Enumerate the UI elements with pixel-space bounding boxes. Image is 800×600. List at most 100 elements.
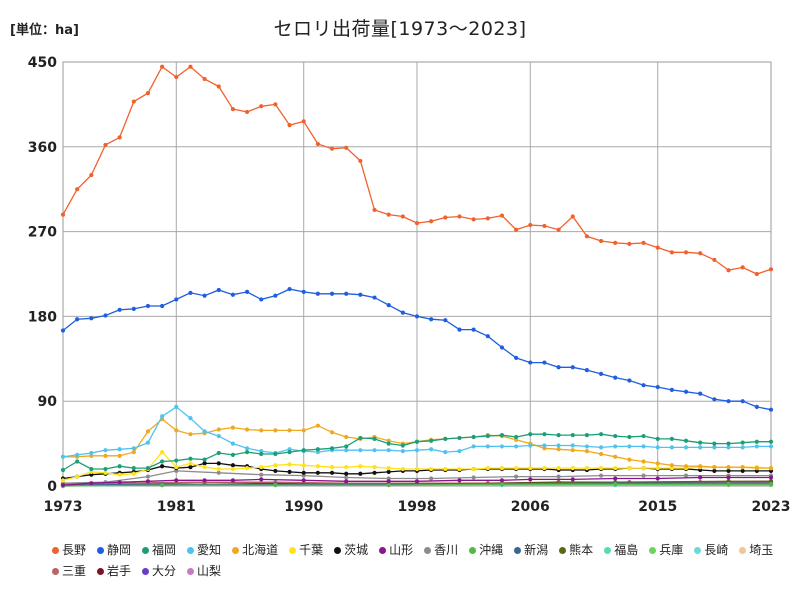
x-tick-label: 1990 xyxy=(284,499,323,515)
data-point xyxy=(259,428,264,433)
legend-label: 三重 xyxy=(62,564,87,578)
data-point xyxy=(726,468,731,474)
data-point xyxy=(641,459,646,464)
data-point xyxy=(259,477,264,482)
data-point xyxy=(598,238,604,244)
data-point xyxy=(174,458,179,463)
data-point xyxy=(230,466,236,472)
data-point xyxy=(244,427,250,432)
data-point xyxy=(400,310,405,315)
data-point xyxy=(542,432,547,437)
data-point xyxy=(542,223,547,229)
data-point xyxy=(344,475,349,480)
data-point xyxy=(598,451,604,457)
x-tick-label: 2006 xyxy=(511,499,550,515)
data-point xyxy=(584,449,590,454)
data-point xyxy=(273,102,278,107)
data-point xyxy=(443,466,448,472)
data-point xyxy=(740,440,745,445)
data-point xyxy=(499,465,505,471)
data-point xyxy=(556,443,561,448)
data-point xyxy=(726,465,731,470)
data-point xyxy=(584,368,590,373)
data-point xyxy=(259,451,264,457)
data-point xyxy=(471,217,476,222)
data-point xyxy=(683,445,689,450)
legend-label: 愛知 xyxy=(197,543,222,557)
y-tick-label: 180 xyxy=(28,309,57,325)
data-point xyxy=(301,478,306,483)
data-point xyxy=(598,473,604,478)
data-point xyxy=(358,471,363,476)
data-point xyxy=(216,433,221,439)
legend-label: 福島 xyxy=(614,543,639,557)
legend-item: 大分 xyxy=(142,561,176,582)
legend-item: 新潟 xyxy=(514,540,548,561)
data-point xyxy=(485,433,490,439)
data-point xyxy=(655,461,660,466)
data-point xyxy=(188,432,193,437)
data-point xyxy=(273,293,278,298)
series-北海道 xyxy=(60,417,774,471)
data-point xyxy=(698,391,703,396)
data-point xyxy=(89,172,94,178)
data-point xyxy=(273,463,278,468)
legend-item: 北海道 xyxy=(232,540,278,561)
chart-title: セロリ出荷量[1973～2023] xyxy=(273,18,527,40)
legend-marker xyxy=(232,547,240,554)
data-point xyxy=(160,482,165,488)
data-point xyxy=(131,471,136,476)
data-point xyxy=(75,452,80,458)
data-point xyxy=(570,465,575,471)
data-point xyxy=(613,465,618,471)
data-point xyxy=(712,468,717,474)
data-point xyxy=(244,446,250,451)
data-point xyxy=(556,447,561,452)
data-point xyxy=(117,307,122,312)
data-point xyxy=(627,434,632,440)
data-point xyxy=(301,470,306,475)
data-point xyxy=(60,478,66,483)
data-point xyxy=(117,135,122,140)
data-point xyxy=(287,469,292,474)
data-point xyxy=(499,444,505,449)
data-point xyxy=(627,465,632,471)
data-point xyxy=(344,465,349,470)
legend-marker xyxy=(187,568,195,575)
data-point xyxy=(485,334,490,339)
data-point xyxy=(315,141,320,147)
legend-label: 大分 xyxy=(152,564,177,578)
legend-item: 福島 xyxy=(604,540,638,561)
data-point xyxy=(443,318,448,323)
series-沖縄 xyxy=(60,482,774,489)
legend-item: 千葉 xyxy=(289,540,323,561)
data-point xyxy=(655,245,660,250)
data-point xyxy=(160,464,165,469)
legend-item: 山梨 xyxy=(187,561,221,582)
data-point xyxy=(627,241,632,246)
data-point xyxy=(75,474,80,479)
data-point xyxy=(754,465,759,471)
data-point xyxy=(429,438,434,443)
data-point xyxy=(131,465,136,471)
data-point xyxy=(174,465,179,470)
data-point xyxy=(443,215,448,220)
data-point xyxy=(584,234,590,239)
data-point xyxy=(740,468,745,474)
data-point xyxy=(174,404,179,409)
data-point xyxy=(414,439,420,444)
data-point xyxy=(202,465,207,470)
data-point xyxy=(499,482,505,487)
legend-marker xyxy=(142,547,150,554)
data-point xyxy=(655,436,660,441)
data-point xyxy=(117,472,122,477)
line-chart: 0 90 180 270 360 450 1973 1981 1990 1998 2006 2015 2… xyxy=(28,55,791,515)
data-point xyxy=(457,327,462,332)
data-point xyxy=(514,355,519,360)
data-point xyxy=(60,482,66,488)
legend-marker xyxy=(289,547,297,554)
data-point xyxy=(386,448,391,453)
data-point xyxy=(117,464,122,469)
data-point xyxy=(315,291,320,296)
x-tick-label: 1981 xyxy=(157,499,196,515)
